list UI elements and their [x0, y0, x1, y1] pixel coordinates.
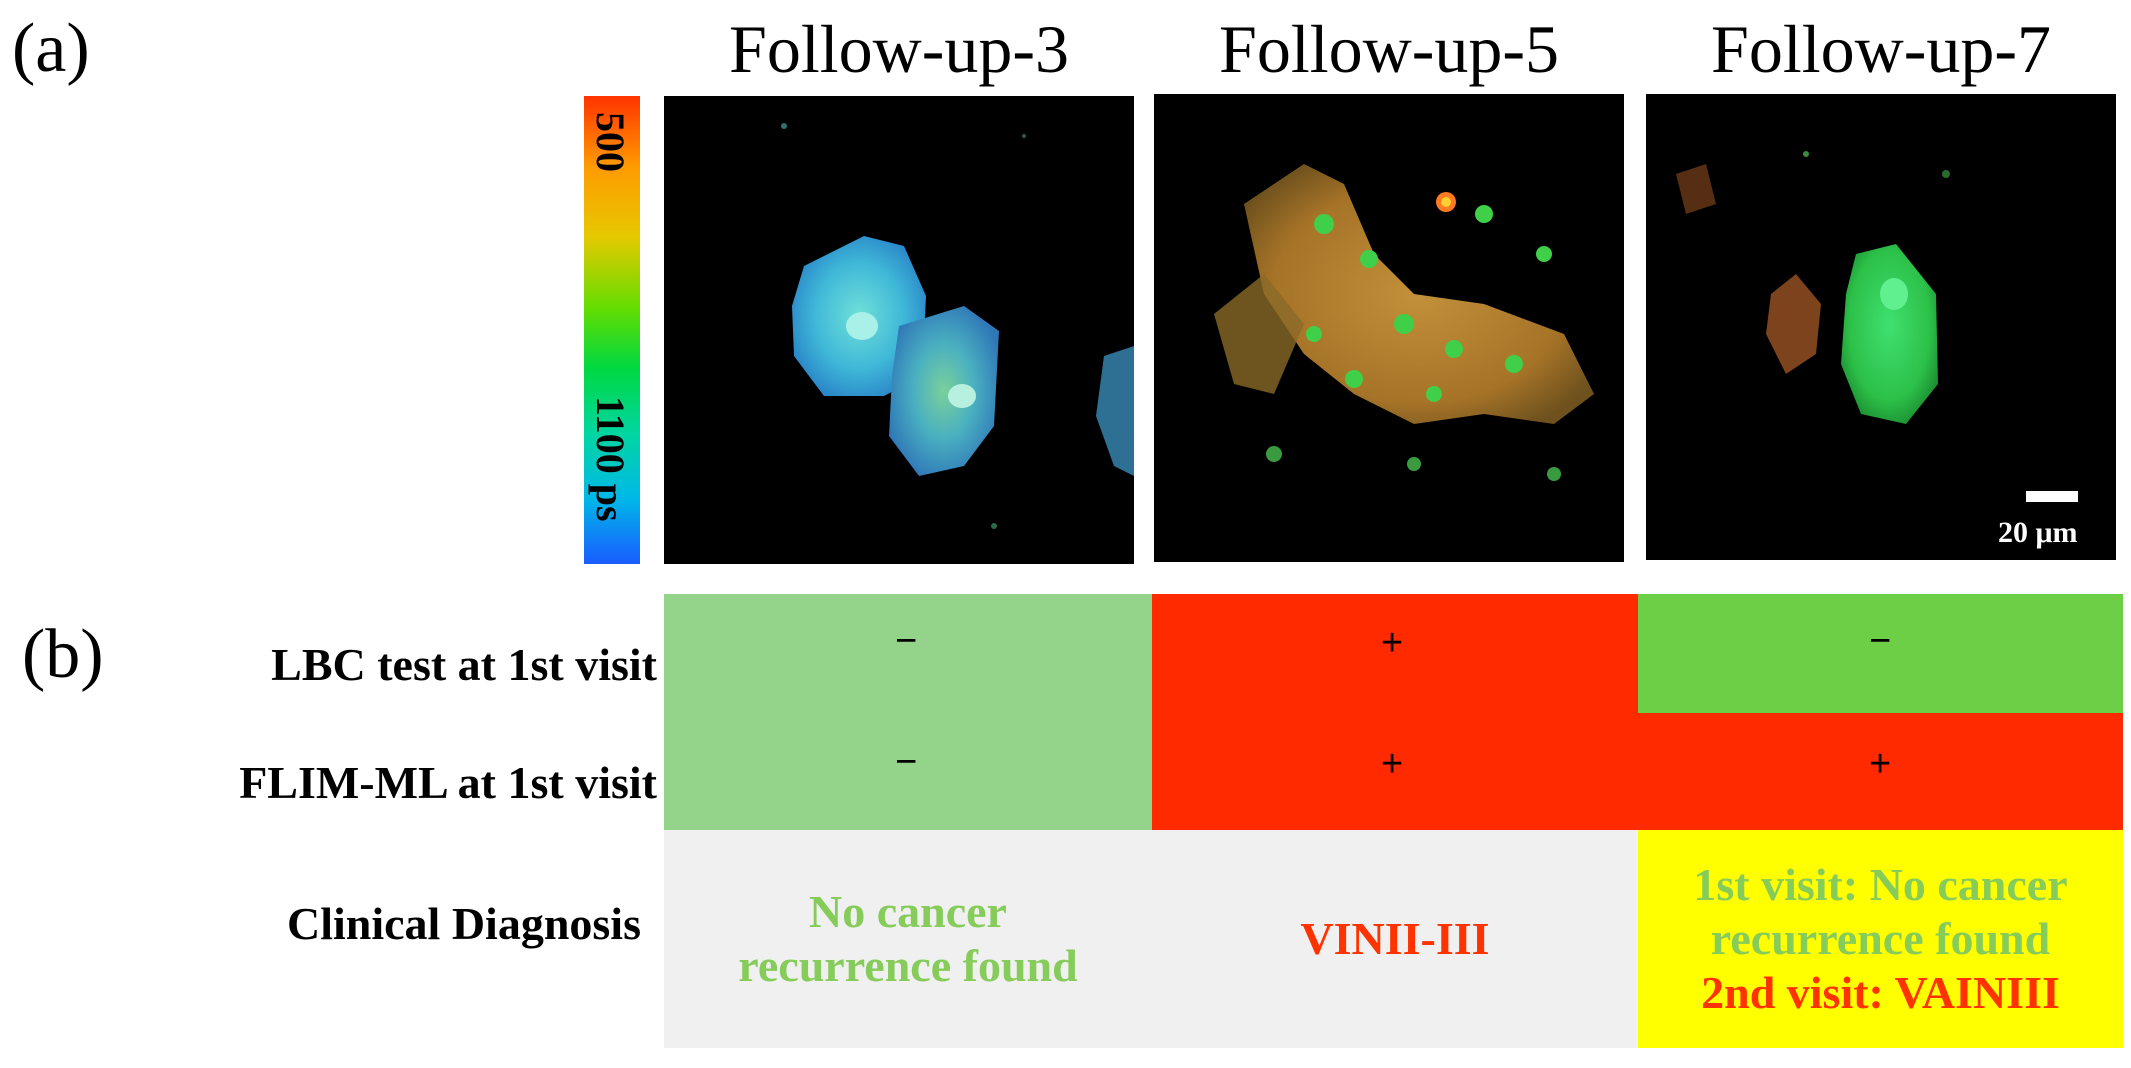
colorbar-bottom-label: 1100 ps: [588, 396, 633, 522]
cell-col3-lbc: [1638, 594, 2123, 713]
column-title-follow-up-7: Follow-up-7: [1711, 11, 2051, 87]
column-title-follow-up-5: Follow-up-5: [1219, 11, 1559, 87]
scale-bar: [2026, 491, 2078, 502]
cell-col3-flim: [1638, 713, 2123, 830]
sign-lbc-col2: +: [1381, 622, 1404, 664]
diagnosis-col3: 1st visit: No cancer recurrence found 2n…: [1638, 830, 2123, 1048]
cell-col1-lbc-flim: [664, 594, 1152, 830]
scale-bar-label: 20 μm: [1998, 516, 2078, 549]
sign-flim-col2: +: [1381, 743, 1404, 785]
sign-flim-col3: +: [1869, 743, 1892, 785]
row-label-clinical-diagnosis: Clinical Diagnosis: [286, 898, 641, 949]
column-title-follow-up-3: Follow-up-3: [729, 11, 1069, 87]
flim-image-follow-up-3: [664, 96, 1134, 564]
diagnosis-col3-line1: 1st visit: No cancer: [1693, 858, 2068, 910]
diagnosis-col1-line1: No cancer: [809, 885, 1007, 937]
panel-b-label: (b): [22, 616, 104, 693]
flim-image-follow-up-7: [1646, 94, 2116, 560]
diagnosis-col3-line3: 2nd visit: VAINIII: [1701, 967, 2060, 1019]
colorbar-top-label: 500: [588, 112, 633, 172]
diagnosis-col3-line2: recurrence found: [1710, 912, 2051, 964]
flim-image-follow-up-5: [1154, 94, 1624, 562]
diagnosis-col2-line1: VINII-III: [1300, 912, 1490, 964]
panel-a-label: (a): [12, 10, 90, 87]
sign-lbc-col1: −: [895, 620, 918, 662]
row-label-lbc: LBC test at 1st visit: [271, 639, 657, 690]
row-label-flim-ml: FLIM-ML at 1st visit: [239, 757, 657, 808]
diagnosis-col2: VINII-III: [1152, 830, 1638, 1048]
diagnosis-col1-line2: recurrence found: [738, 940, 1078, 991]
lifetime-colorbar: [584, 96, 640, 564]
sign-lbc-col3: −: [1869, 620, 1892, 662]
diagnosis-col1: No cancer recurrence found: [664, 830, 1152, 1048]
cell-col2-lbc-flim: [1152, 594, 1638, 830]
sign-flim-col1: −: [895, 741, 918, 783]
